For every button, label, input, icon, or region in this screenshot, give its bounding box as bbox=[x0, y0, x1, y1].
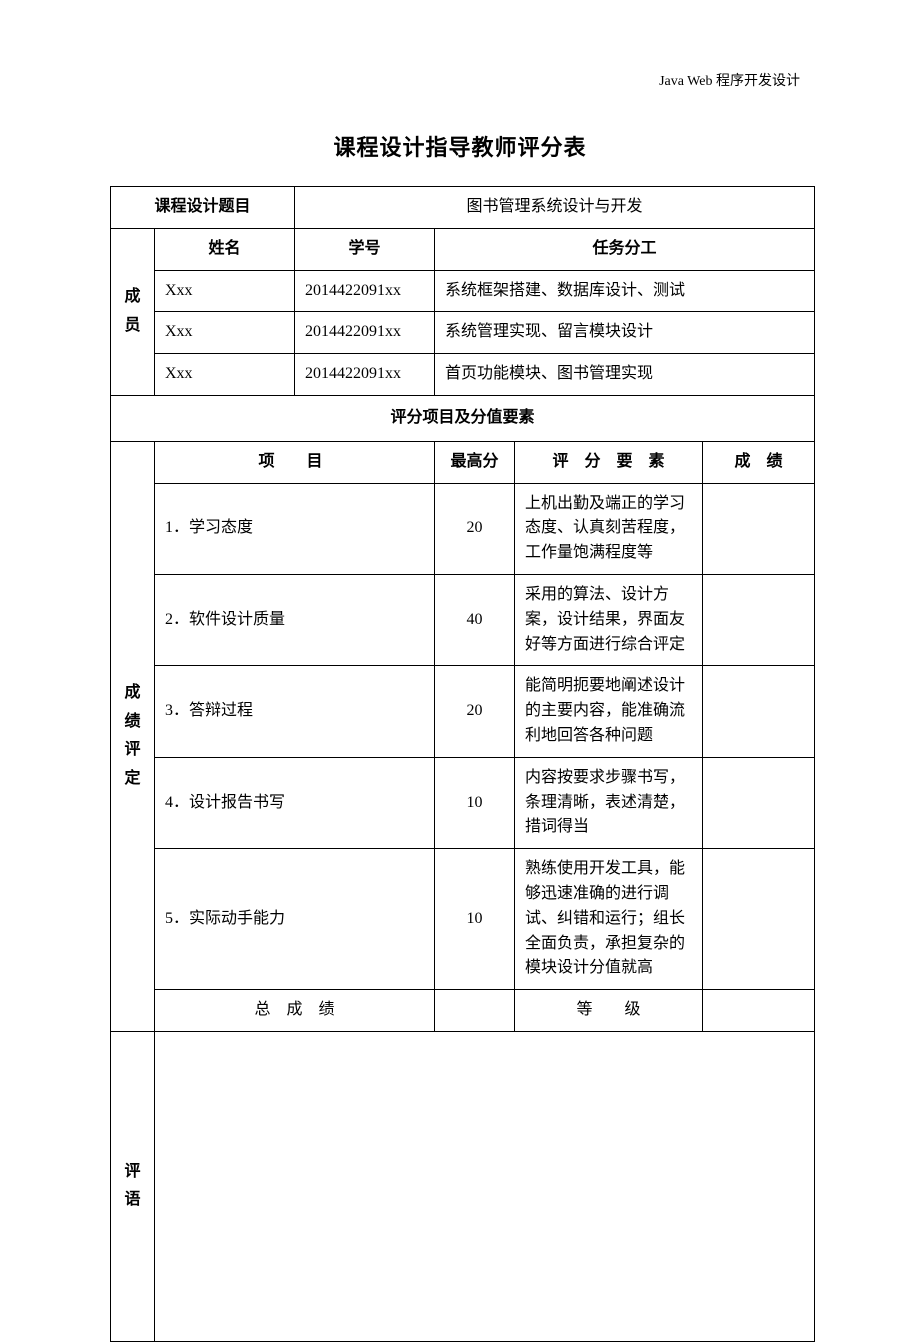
grade-factor: 上机出勤及端正的学习态度、认真刻苦程度，工作量饱满程度等 bbox=[515, 483, 703, 574]
col-header-name: 姓名 bbox=[155, 228, 295, 270]
topic-value: 图书管理系统设计与开发 bbox=[295, 187, 815, 229]
member-name: Xxx bbox=[155, 270, 295, 312]
page-title: 课程设计指导教师评分表 bbox=[110, 130, 810, 162]
table-row: 1．学习态度 20 上机出勤及端正的学习态度、认真刻苦程度，工作量饱满程度等 bbox=[111, 483, 815, 574]
member-task: 系统管理实现、留言模块设计 bbox=[435, 312, 815, 354]
col-header-task: 任务分工 bbox=[435, 228, 815, 270]
table-row: Xxx 2014422091xx 系统管理实现、留言模块设计 bbox=[111, 312, 815, 354]
grade-factor: 采用的算法、设计方案，设计结果，界面友好等方面进行综合评定 bbox=[515, 574, 703, 665]
grade-item: 4．设计报告书写 bbox=[155, 757, 435, 848]
grade-side-label: 成绩评定 bbox=[111, 441, 155, 1031]
member-id: 2014422091xx bbox=[295, 270, 435, 312]
grade-score bbox=[703, 849, 815, 990]
grade-max: 10 bbox=[435, 757, 515, 848]
level-value bbox=[703, 990, 815, 1032]
table-row: 3．答辩过程 20 能简明扼要地阐述设计的主要内容，能准确流利地回答各种问题 bbox=[111, 666, 815, 757]
members-side-label: 成员 bbox=[111, 228, 155, 395]
page-header-label: Java Web 程序开发设计 bbox=[110, 70, 810, 90]
table-row: 2．软件设计质量 40 采用的算法、设计方案，设计结果，界面友好等方面进行综合评… bbox=[111, 574, 815, 665]
grade-max: 40 bbox=[435, 574, 515, 665]
table-row: Xxx 2014422091xx 首页功能模块、图书管理实现 bbox=[111, 354, 815, 396]
grade-factor: 内容按要求步骤书写，条理清晰，表述清楚，措词得当 bbox=[515, 757, 703, 848]
member-task: 首页功能模块、图书管理实现 bbox=[435, 354, 815, 396]
grade-item: 2．软件设计质量 bbox=[155, 574, 435, 665]
grade-item: 1．学习态度 bbox=[155, 483, 435, 574]
table-row: 成绩评定 项 目 最高分 评 分 要 素 成 绩 bbox=[111, 441, 815, 483]
grade-max: 20 bbox=[435, 666, 515, 757]
col-header-score: 成 绩 bbox=[703, 441, 815, 483]
col-header-item: 项 目 bbox=[155, 441, 435, 483]
comments-side-label: 评语 bbox=[111, 1031, 155, 1341]
table-row: 评语 bbox=[111, 1031, 815, 1341]
table-row: 4．设计报告书写 10 内容按要求步骤书写，条理清晰，表述清楚，措词得当 bbox=[111, 757, 815, 848]
total-score-label: 总 成 绩 bbox=[155, 990, 435, 1032]
table-row: Xxx 2014422091xx 系统框架搭建、数据库设计、测试 bbox=[111, 270, 815, 312]
table-row: 总 成 绩 等 级 bbox=[111, 990, 815, 1032]
table-row: 评分项目及分值要素 bbox=[111, 395, 815, 441]
grade-max: 10 bbox=[435, 849, 515, 990]
member-id: 2014422091xx bbox=[295, 312, 435, 354]
grade-factor: 能简明扼要地阐述设计的主要内容，能准确流利地回答各种问题 bbox=[515, 666, 703, 757]
level-label: 等 级 bbox=[515, 990, 703, 1032]
member-id: 2014422091xx bbox=[295, 354, 435, 396]
evaluation-table: 课程设计题目 图书管理系统设计与开发 成员 姓名 学号 任务分工 Xxx 201… bbox=[110, 186, 815, 1342]
grade-score bbox=[703, 483, 815, 574]
grade-factor: 熟练使用开发工具，能够迅速准确的进行调试、纠错和运行；组长全面负责，承担复杂的模… bbox=[515, 849, 703, 990]
col-header-id: 学号 bbox=[295, 228, 435, 270]
member-name: Xxx bbox=[155, 354, 295, 396]
total-score-value bbox=[435, 990, 515, 1032]
col-header-factor: 评 分 要 素 bbox=[515, 441, 703, 483]
grade-score bbox=[703, 757, 815, 848]
grade-item: 5．实际动手能力 bbox=[155, 849, 435, 990]
topic-label: 课程设计题目 bbox=[111, 187, 295, 229]
grade-max: 20 bbox=[435, 483, 515, 574]
table-row: 5．实际动手能力 10 熟练使用开发工具，能够迅速准确的进行调试、纠错和运行；组… bbox=[111, 849, 815, 990]
comments-body bbox=[155, 1031, 815, 1341]
eval-section-header: 评分项目及分值要素 bbox=[111, 395, 815, 441]
table-row: 成员 姓名 学号 任务分工 bbox=[111, 228, 815, 270]
col-header-max: 最高分 bbox=[435, 441, 515, 483]
grade-score bbox=[703, 574, 815, 665]
grade-item: 3．答辩过程 bbox=[155, 666, 435, 757]
table-row: 课程设计题目 图书管理系统设计与开发 bbox=[111, 187, 815, 229]
grade-score bbox=[703, 666, 815, 757]
member-task: 系统框架搭建、数据库设计、测试 bbox=[435, 270, 815, 312]
member-name: Xxx bbox=[155, 312, 295, 354]
